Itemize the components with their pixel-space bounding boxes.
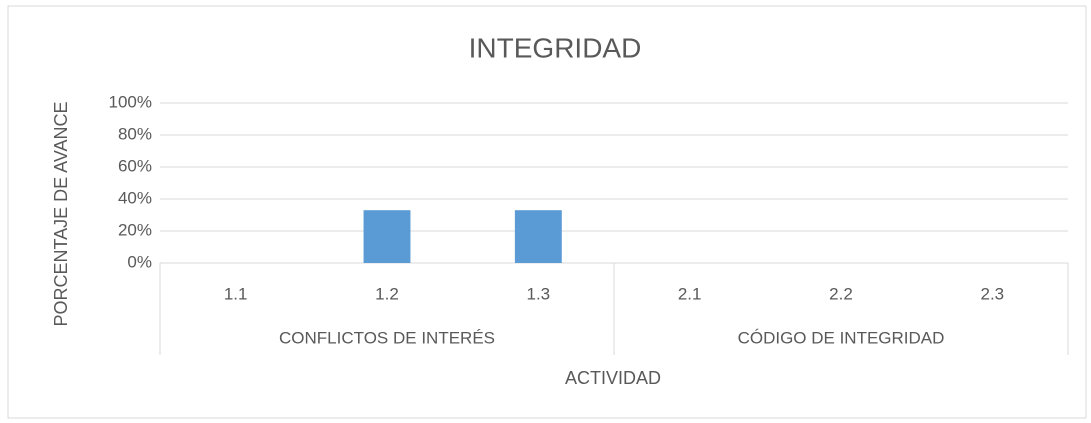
y-axis-label: PORCENTAJE DE AVANCE	[51, 101, 71, 326]
x-tick-label: 2.2	[829, 284, 853, 303]
y-tick-label: 100%	[109, 92, 152, 111]
x-tick-label: 1.3	[527, 284, 551, 303]
bar	[363, 210, 411, 263]
y-tick-label: 40%	[118, 188, 152, 207]
bar	[514, 210, 562, 263]
group-label: CÓDIGO DE INTEGRIDAD	[738, 328, 945, 347]
chart-title: INTEGRIDAD	[469, 32, 642, 63]
y-tick-label: 60%	[118, 156, 152, 175]
x-tick-label: 1.2	[375, 284, 399, 303]
group-label: CONFLICTOS DE INTERÉS	[279, 328, 495, 347]
x-tick-label: 2.3	[981, 284, 1005, 303]
x-tick-label: 1.1	[224, 284, 248, 303]
x-tick-label: 2.1	[678, 284, 702, 303]
y-tick-label: 0%	[127, 252, 152, 271]
y-tick-label: 20%	[118, 220, 152, 239]
x-axis-label: ACTIVIDAD	[565, 368, 661, 388]
y-tick-label: 80%	[118, 124, 152, 143]
